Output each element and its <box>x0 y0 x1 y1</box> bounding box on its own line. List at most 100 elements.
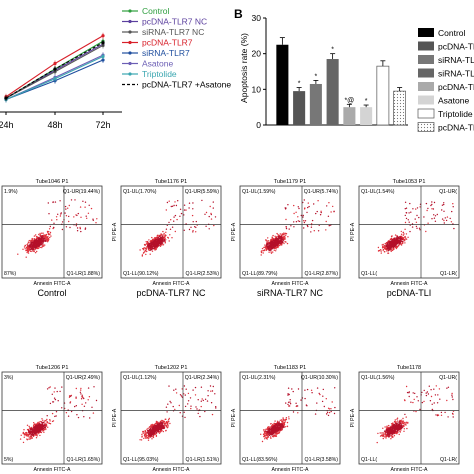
facs-event-dot <box>33 239 35 242</box>
facs-event-dot <box>194 394 197 396</box>
facs-event-dot <box>419 206 421 208</box>
facs-event-dot <box>150 432 153 435</box>
facs-event-dot <box>175 388 177 390</box>
facs-event-dot <box>28 428 30 431</box>
facs-event-dot <box>151 243 154 246</box>
facs-quadrant-ul: Q1-UL(2.31%) <box>242 375 276 381</box>
facs-event-dot <box>154 240 156 242</box>
facs-event-dot <box>390 250 392 253</box>
facs-event-dot <box>183 229 185 231</box>
facs-event-dot <box>140 439 143 441</box>
facs-event-dot <box>401 425 403 427</box>
facs-event-dot <box>405 217 408 220</box>
facs-event-dot <box>268 249 270 252</box>
facs-event-dot <box>305 404 308 406</box>
facs-event-dot <box>281 428 283 430</box>
facs-event-dot <box>281 423 283 425</box>
facs-event-dot <box>318 392 320 395</box>
facs-event-dot <box>268 251 270 253</box>
facs-event-dot <box>402 231 404 234</box>
facs-event-dot <box>389 432 391 434</box>
facs-event-dot <box>166 411 168 413</box>
facs-event-dot <box>190 226 192 228</box>
facs-event-dot <box>147 249 150 251</box>
facs-event-dot <box>28 239 30 242</box>
facs-event-dot <box>170 205 172 208</box>
facs-event-dot <box>70 410 73 413</box>
facs-event-dot <box>69 402 71 404</box>
facs-event-dot <box>157 241 159 243</box>
line-legend-marker <box>128 19 132 24</box>
facs-event-dot <box>394 421 396 423</box>
bar-legend-swatch <box>418 82 434 91</box>
facs-event-dot <box>400 233 403 235</box>
facs-event-dot <box>30 244 33 246</box>
facs-event-dot <box>281 420 284 422</box>
facs-event-dot <box>91 406 93 408</box>
facs-event-dot <box>22 248 24 250</box>
facs-event-dot <box>326 413 328 415</box>
facs-event-dot <box>214 216 217 218</box>
line-x-tick-label: 48h <box>47 120 62 130</box>
facs-event-dot <box>391 428 394 430</box>
facs-event-dot <box>25 435 27 437</box>
facs-event-dot <box>33 250 35 253</box>
facs-event-dot <box>93 386 95 388</box>
facs-event-dot <box>90 207 93 210</box>
facs-event-dot <box>157 242 159 244</box>
facs-event-dot <box>415 225 418 228</box>
facs-event-dot <box>393 429 396 431</box>
facs-event-dot <box>88 204 90 206</box>
facs-event-dot <box>391 246 393 248</box>
facs-event-dot <box>26 433 29 435</box>
facs-event-dot <box>419 229 421 231</box>
facs-event-dot <box>192 230 194 232</box>
facs-event-dot <box>38 421 41 423</box>
facs-event-dot <box>285 227 288 230</box>
facs-event-dot <box>45 427 47 429</box>
facs-event-dot <box>59 200 61 202</box>
facs-event-dot <box>409 202 411 205</box>
facs-event-dot <box>266 428 268 431</box>
facs-panel-1: Tube1176 P1 Q1-UL(1.70%) Q1-UR(5.59%) Q1-LL… <box>112 179 222 298</box>
facs-event-dot <box>209 205 211 208</box>
facs-event-dot <box>144 250 146 252</box>
facs-event-dot <box>384 426 386 428</box>
facs-event-dot <box>289 403 292 405</box>
facs-event-dot <box>393 432 396 434</box>
facs-event-dot <box>38 425 41 427</box>
bar-significance: *@ <box>344 97 354 104</box>
facs-event-dot <box>411 226 414 228</box>
facs-event-dot <box>283 232 285 234</box>
facs-event-dot <box>425 392 427 394</box>
facs-event-dot <box>197 412 199 415</box>
facs-event-dot <box>65 412 68 414</box>
facs-event-dot <box>155 426 158 429</box>
facs-event-dot <box>292 411 295 413</box>
facs-event-dot <box>87 212 90 214</box>
facs-event-dot <box>277 239 279 241</box>
facs-event-dot <box>268 427 271 430</box>
facs-event-dot <box>30 240 32 242</box>
facs-quadrant-ul: 3%) <box>4 375 13 381</box>
facs-event-dot <box>267 248 270 250</box>
facs-event-dot <box>302 216 304 218</box>
facs-event-dot <box>388 241 391 244</box>
facs-event-dot <box>389 238 392 241</box>
facs-event-dot <box>52 401 55 403</box>
facs-event-dot <box>443 222 445 224</box>
facs-event-dot <box>274 235 276 237</box>
facs-event-dot <box>403 428 405 430</box>
facs-event-dot <box>418 216 420 219</box>
facs-event-dot <box>263 434 266 437</box>
facs-plot-frame <box>120 371 222 465</box>
facs-event-dot <box>35 437 38 439</box>
facs-event-dot <box>45 424 47 426</box>
facs-event-dot <box>287 236 289 238</box>
facs-event-dot <box>195 231 197 233</box>
facs-event-dot <box>210 390 212 392</box>
facs-event-dot <box>152 245 154 248</box>
facs-event-dot <box>153 240 155 242</box>
facs-plot-frame <box>239 185 341 279</box>
facs-event-dot <box>268 429 270 431</box>
